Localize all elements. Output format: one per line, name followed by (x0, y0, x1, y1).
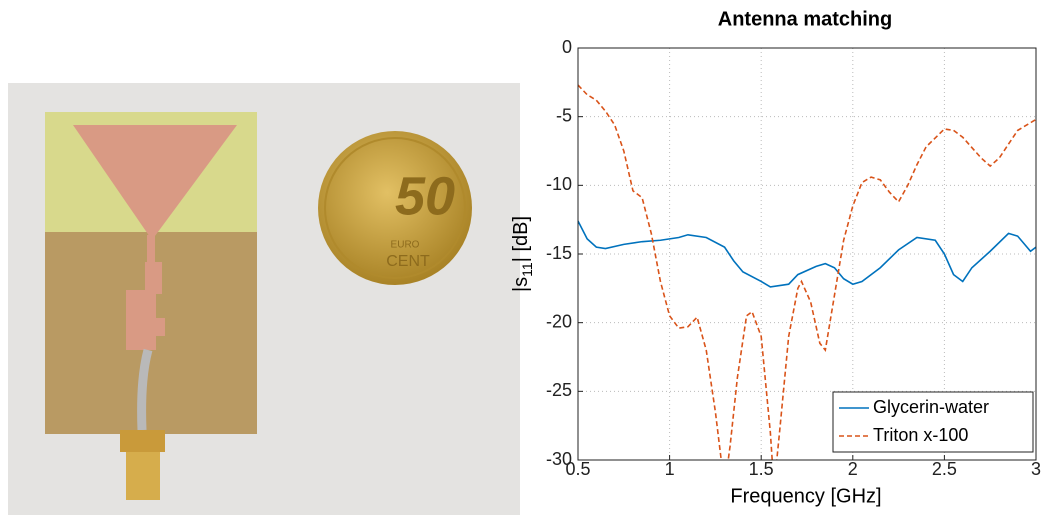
legend: Glycerin-water Triton x-100 (833, 392, 1033, 452)
coin-value: 50 (395, 166, 455, 226)
y-tick-label: -5 (556, 105, 572, 125)
chart-title: Antenna matching (718, 8, 892, 30)
x-tick-label: 2.5 (932, 459, 957, 479)
x-tick-label: 2 (848, 459, 858, 479)
y-tick-label: -30 (546, 449, 572, 469)
x-tick-label: 1.5 (749, 459, 774, 479)
figure: 50 EURO CENT Antenna matching Frequency … (0, 0, 1046, 518)
x-tick-label: 3 (1031, 459, 1041, 479)
legend-label: Glycerin-water (873, 397, 989, 417)
coin-word: CENT (386, 253, 430, 270)
y-tick-label: -10 (546, 174, 572, 194)
photo: 50 EURO CENT (8, 83, 520, 515)
y-label-part: | [dB] (510, 216, 532, 262)
x-axis-label: Frequency [GHz] (730, 485, 881, 507)
x-tick-label: 1 (665, 459, 675, 479)
y-tick-label: -15 (546, 243, 572, 263)
legend-label: Triton x-100 (873, 425, 968, 445)
y-label-part: |s (510, 277, 532, 292)
y-label-sub: 11 (519, 262, 535, 277)
y-axis-label: |s11| [dB] (510, 216, 534, 292)
y-tick-label: 0 (562, 37, 572, 57)
coin-word: EURO (391, 240, 420, 251)
y-tick-label: -20 (546, 311, 572, 331)
y-tick-label: -25 (546, 380, 572, 400)
